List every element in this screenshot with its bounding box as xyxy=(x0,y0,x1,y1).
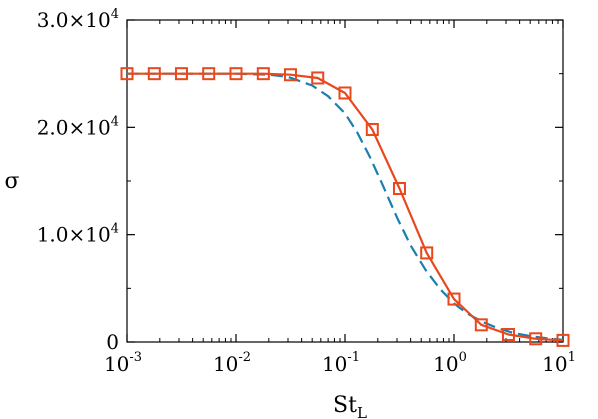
data-point-marker xyxy=(501,327,515,341)
series-dashed-line xyxy=(127,72,564,341)
y-tick-label: 3.0×104 xyxy=(37,7,119,32)
x-axis-label: StL xyxy=(333,393,367,419)
data-point-marker xyxy=(338,86,352,100)
plot-frame xyxy=(126,19,564,343)
data-point-marker xyxy=(202,67,216,81)
data-point-marker xyxy=(283,68,297,82)
data-point-marker xyxy=(529,332,543,346)
x-tick-label: 10-1 xyxy=(322,350,360,376)
data-point-marker xyxy=(474,318,488,332)
x-tick-label: 100 xyxy=(433,350,467,376)
data-point-marker xyxy=(229,67,243,81)
series-layer xyxy=(120,67,570,347)
data-point-marker xyxy=(420,246,434,260)
y-tick-label: 2.0×104 xyxy=(37,114,119,139)
y-tick-label: 1.0×104 xyxy=(37,222,119,247)
data-point-marker xyxy=(256,67,270,81)
plot-axes: 0 1.0×104 2.0×104 3.0×104 10-3 10-2 10-1 100 101 xyxy=(37,7,576,376)
data-point-marker xyxy=(120,67,134,81)
data-point-marker xyxy=(447,292,461,306)
data-point-marker xyxy=(174,67,188,81)
y-axis-label: σ xyxy=(4,169,19,194)
data-point-marker xyxy=(556,333,570,347)
series-solid-line xyxy=(127,72,564,342)
data-point-marker xyxy=(311,71,325,85)
x-tick-label: 10-2 xyxy=(213,350,251,376)
data-point-marker xyxy=(392,182,406,196)
y-tick-label: 0 xyxy=(106,330,119,354)
x-tick-label: 10-3 xyxy=(104,350,142,376)
data-point-marker xyxy=(365,122,379,136)
x-tick-label: 101 xyxy=(542,350,576,376)
data-point-marker xyxy=(147,67,161,81)
